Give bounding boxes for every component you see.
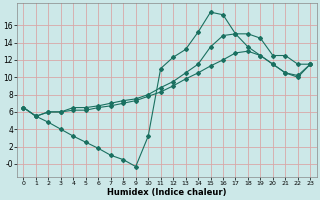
X-axis label: Humidex (Indice chaleur): Humidex (Indice chaleur) (107, 188, 227, 197)
